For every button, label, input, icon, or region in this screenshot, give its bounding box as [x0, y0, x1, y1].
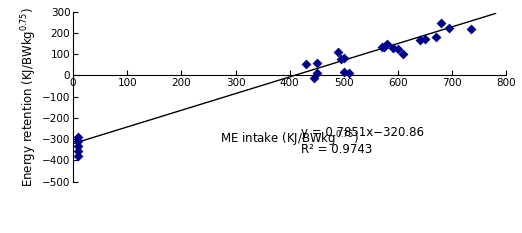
Point [310, 76, 318, 79]
Text: R² = 0.9743: R² = 0.9743 [301, 143, 372, 156]
Y-axis label: Energy retention (KJ/BWkg$^{0.75}$): Energy retention (KJ/BWkg$^{0.75}$) [19, 7, 39, 187]
Point [74, 149, 82, 153]
Point [394, 47, 402, 51]
X-axis label: ME intake (KJ/BWkg$^{0.75}$): ME intake (KJ/BWkg$^{0.75}$) [220, 130, 359, 150]
Point [334, 50, 342, 54]
Point [467, 27, 476, 31]
Text: y = 0.7851x−320.86: y = 0.7851x−320.86 [301, 126, 423, 139]
Point [337, 58, 346, 61]
Point [345, 72, 353, 75]
Point [340, 57, 348, 60]
Point [381, 45, 389, 49]
Point [416, 38, 424, 42]
Point [445, 26, 454, 29]
Point [437, 21, 445, 25]
Point [383, 42, 392, 45]
Point [399, 52, 408, 56]
Point [432, 35, 440, 39]
Point [74, 154, 82, 158]
Point [74, 140, 82, 143]
Point [302, 62, 310, 66]
Point [388, 46, 397, 50]
Point [74, 144, 82, 147]
Point [421, 38, 429, 41]
Point [377, 45, 386, 49]
Point [340, 70, 348, 74]
Point [74, 135, 82, 139]
Point [313, 61, 321, 65]
Point [313, 72, 321, 75]
